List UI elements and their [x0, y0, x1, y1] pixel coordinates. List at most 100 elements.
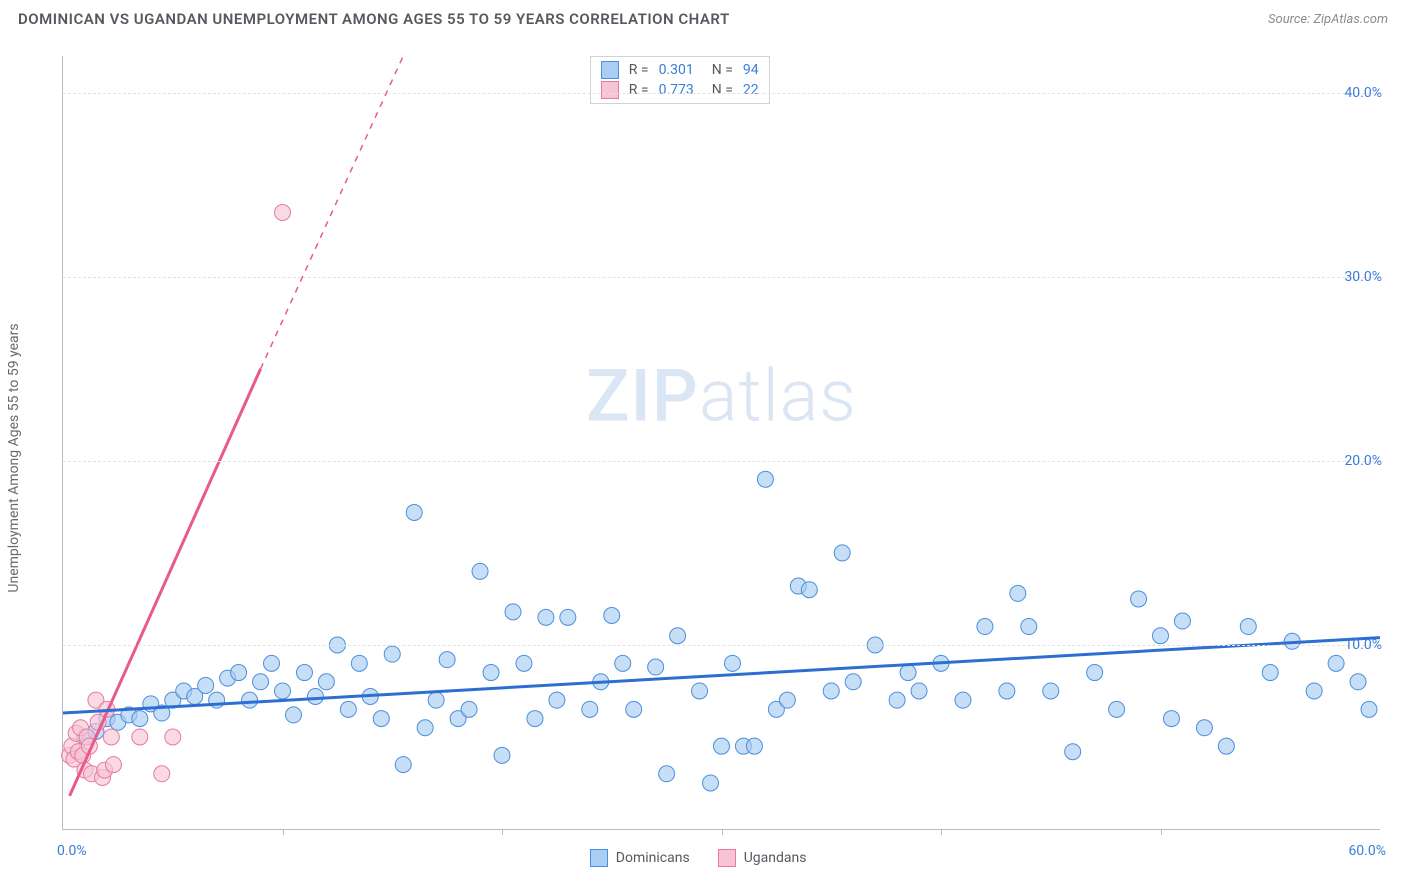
- data-point: [505, 604, 521, 620]
- data-point: [801, 582, 817, 598]
- swatch-ugandans: [718, 849, 736, 867]
- y-tick-label: 20.0%: [1336, 453, 1382, 469]
- data-point: [670, 628, 686, 644]
- data-point: [428, 692, 444, 708]
- data-point: [406, 504, 422, 520]
- data-point: [461, 701, 477, 717]
- data-point: [132, 711, 148, 727]
- data-point: [955, 692, 971, 708]
- data-point: [746, 738, 762, 754]
- data-point: [1328, 655, 1344, 671]
- data-point: [900, 665, 916, 681]
- source-attribution: Source: ZipAtlas.com: [1268, 12, 1388, 27]
- data-point: [1043, 683, 1059, 699]
- data-point: [253, 674, 269, 690]
- data-point: [1109, 701, 1125, 717]
- data-point: [1361, 701, 1377, 717]
- data-point: [132, 729, 148, 745]
- data-point: [494, 747, 510, 763]
- data-point: [1174, 613, 1190, 629]
- data-point: [845, 674, 861, 690]
- x-tick-mark: [722, 829, 723, 835]
- data-point: [296, 665, 312, 681]
- data-point: [626, 701, 642, 717]
- data-point: [977, 619, 993, 635]
- data-point: [483, 665, 499, 681]
- data-point: [757, 471, 773, 487]
- correlation-legend-row: R = 0.301 N = 94: [601, 61, 759, 79]
- legend-label: Dominicans: [616, 850, 690, 866]
- data-point: [714, 738, 730, 754]
- data-point: [1021, 619, 1037, 635]
- data-point: [560, 609, 576, 625]
- data-point: [242, 692, 258, 708]
- data-point: [439, 652, 455, 668]
- data-point: [1010, 585, 1026, 601]
- data-point: [1153, 628, 1169, 644]
- correlation-legend-row: R = 0.773 N = 22: [601, 81, 759, 99]
- chart-title: DOMINICAN VS UGANDAN UNEMPLOYMENT AMONG …: [18, 10, 730, 28]
- data-point: [285, 707, 301, 723]
- data-point: [1065, 744, 1081, 760]
- gridline: [63, 277, 1380, 278]
- data-point: [1240, 619, 1256, 635]
- data-point: [659, 766, 675, 782]
- plot-area: ZIPatlas R = 0.301 N = 94 R = 0.773 N = …: [62, 56, 1380, 830]
- data-point: [779, 692, 795, 708]
- data-point: [527, 711, 543, 727]
- data-point: [1131, 591, 1147, 607]
- data-point: [889, 692, 905, 708]
- series-legend: Dominicans Ugandans: [590, 849, 807, 867]
- data-point: [275, 204, 291, 220]
- data-point: [340, 701, 356, 717]
- data-point: [999, 683, 1015, 699]
- y-tick-label: 10.0%: [1336, 637, 1382, 653]
- data-point: [911, 683, 927, 699]
- data-point: [384, 646, 400, 662]
- data-point: [538, 609, 554, 625]
- data-point: [105, 757, 121, 773]
- data-point: [692, 683, 708, 699]
- data-point: [1350, 674, 1366, 690]
- data-point: [1218, 738, 1234, 754]
- x-tick-mark: [502, 829, 503, 835]
- data-point: [1163, 711, 1179, 727]
- data-point: [823, 683, 839, 699]
- data-point: [703, 775, 719, 791]
- data-point: [373, 711, 389, 727]
- data-point: [648, 659, 664, 675]
- legend-label: Ugandans: [744, 850, 807, 866]
- data-point: [103, 729, 119, 745]
- correlation-legend: R = 0.301 N = 94 R = 0.773 N = 22: [590, 56, 770, 104]
- data-point: [417, 720, 433, 736]
- data-point: [582, 701, 598, 717]
- data-point: [615, 655, 631, 671]
- data-point: [1262, 665, 1278, 681]
- data-point: [724, 655, 740, 671]
- gridline: [63, 461, 1380, 462]
- swatch-ugandans: [601, 81, 619, 99]
- data-point: [198, 677, 214, 693]
- y-tick-label: 40.0%: [1336, 85, 1382, 101]
- data-point: [395, 757, 411, 773]
- swatch-dominicans: [601, 61, 619, 79]
- data-point: [275, 683, 291, 699]
- data-point: [549, 692, 565, 708]
- data-point: [165, 729, 181, 745]
- data-point: [264, 655, 280, 671]
- x-axis-max-label: 60.0%: [1348, 843, 1386, 859]
- data-point: [604, 608, 620, 624]
- y-tick-label: 30.0%: [1336, 269, 1382, 285]
- trend-line: [70, 369, 261, 796]
- gridline: [63, 93, 1380, 94]
- x-axis-min-label: 0.0%: [57, 843, 87, 859]
- data-point: [231, 665, 247, 681]
- data-point: [516, 655, 532, 671]
- data-point: [1196, 720, 1212, 736]
- legend-item-dominicans: Dominicans: [590, 849, 690, 867]
- data-point: [307, 688, 323, 704]
- scatter-svg: [63, 56, 1380, 829]
- gridline: [63, 645, 1380, 646]
- legend-item-ugandans: Ugandans: [718, 849, 807, 867]
- x-tick-mark: [1161, 829, 1162, 835]
